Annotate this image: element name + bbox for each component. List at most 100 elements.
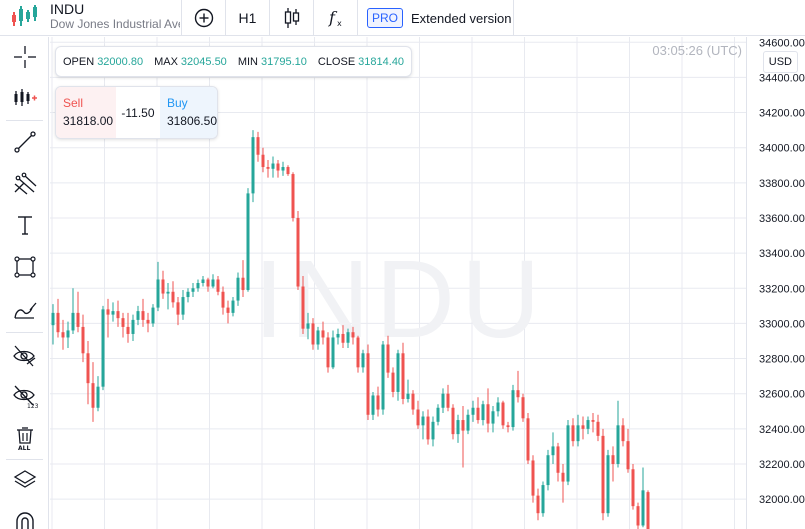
y-tick-label: 32000.00 <box>759 494 805 506</box>
layers-button[interactable] <box>0 463 49 497</box>
candle-body <box>56 312 60 333</box>
buy-button[interactable]: Buy 31806.50 <box>159 87 217 138</box>
candle-body <box>316 330 320 345</box>
open-value: 32000.80 <box>97 55 144 68</box>
candle-body <box>221 291 225 308</box>
candle-body <box>396 353 400 392</box>
svg-text:ALL: ALL <box>18 445 30 451</box>
candle-body <box>591 420 595 422</box>
candle-body <box>506 425 510 428</box>
candle-body <box>121 318 125 327</box>
candle-body <box>166 291 170 294</box>
rectangle-tool-button[interactable] <box>0 250 49 284</box>
chart-type-button[interactable] <box>270 0 313 36</box>
candle-body <box>71 312 75 331</box>
hide-indicators-icon: 123 <box>12 385 38 409</box>
candle-body <box>626 441 630 470</box>
currency-badge[interactable]: USD <box>762 51 798 73</box>
trend-line-icon <box>13 131 36 153</box>
candle-body <box>531 460 535 496</box>
pitchfork-icon <box>14 172 36 195</box>
candle-body <box>51 312 55 326</box>
candle-body <box>471 407 475 415</box>
magnet-button[interactable] <box>0 504 49 529</box>
sell-label: Sell <box>63 96 84 110</box>
candle-body <box>211 279 215 287</box>
indicators-tool-button[interactable] <box>0 81 49 115</box>
candle-body <box>256 137 260 155</box>
max-value: 32045.50 <box>180 55 227 68</box>
candle-body <box>441 393 445 408</box>
candle-body <box>421 416 425 426</box>
candle-body <box>261 154 265 168</box>
app-logo-icon <box>11 4 39 28</box>
crosshair-icon <box>13 46 36 68</box>
pitchfork-tool-button[interactable] <box>0 166 49 200</box>
compare-symbol-button[interactable] <box>182 0 225 36</box>
brush-tool-button[interactable] <box>0 292 49 326</box>
candle-body <box>236 277 240 301</box>
svg-text:f: f <box>328 8 338 27</box>
crosshair-tool-button[interactable] <box>0 40 49 74</box>
chart-canvas[interactable]: 34600.00 34400.00 34200.00 34000.00 33800.00… <box>50 37 805 529</box>
candle-body <box>621 425 625 442</box>
interval-button[interactable]: H1 <box>226 0 269 36</box>
text-tool-icon <box>17 216 32 235</box>
candle-body <box>146 319 150 324</box>
candle-body <box>436 407 440 422</box>
y-tick-label: 32200.00 <box>759 459 805 471</box>
price-chart[interactable]: 34600.00 34400.00 34200.00 34000.00 33800.00… <box>50 37 805 529</box>
candle-body <box>196 283 200 289</box>
indicators-button[interactable]: f x <box>314 0 357 36</box>
pro-badge: PRO <box>367 8 404 28</box>
toolbar-divider <box>6 332 43 333</box>
layers-icon <box>13 470 36 488</box>
candle-body <box>526 418 530 461</box>
candle-body <box>646 492 650 529</box>
candle-body <box>191 288 195 292</box>
trend-line-tool-button[interactable] <box>0 125 49 159</box>
candle-body <box>156 279 160 308</box>
candle-body <box>291 174 295 218</box>
candle-body <box>511 390 515 428</box>
extended-version-button[interactable]: PRO Extended version <box>358 0 513 36</box>
sell-button[interactable]: Sell 31818.00 <box>56 87 116 138</box>
candle-body <box>521 397 525 419</box>
candle-body <box>376 395 380 410</box>
spread-value: -11.50 <box>121 105 155 120</box>
candle-body <box>566 425 570 482</box>
symbol-selector[interactable]: INDU Dow Jones Industrial Average <box>50 1 180 35</box>
candle-body <box>636 506 640 526</box>
candle-body <box>101 309 105 387</box>
min-label: MIN <box>237 55 258 68</box>
candle-body <box>431 421 435 440</box>
watermark-text: INDU <box>254 238 547 361</box>
candle-body <box>301 286 305 329</box>
candle-body <box>86 353 90 384</box>
candle-body <box>66 330 70 338</box>
candle-body <box>426 416 430 440</box>
hide-drawings-button[interactable] <box>0 338 49 372</box>
candle-body <box>536 495 540 514</box>
remove-all-button[interactable]: ALL <box>0 421 49 455</box>
candle-body <box>171 291 175 303</box>
candle-body <box>411 393 415 410</box>
candle-body <box>111 311 115 315</box>
text-tool-button[interactable] <box>0 208 49 242</box>
candle-body <box>336 333 340 338</box>
candle-body <box>491 411 495 424</box>
candle-body <box>571 425 575 442</box>
candle-body <box>616 425 620 464</box>
candle-body <box>231 300 235 313</box>
hide-indicators-button[interactable]: 123 <box>0 379 49 413</box>
candle-body <box>481 404 485 421</box>
ohlc-legend: OPEN 32000.80 MAX 32045.50 MIN 31795.10 … <box>55 46 413 77</box>
candle-body <box>181 297 185 315</box>
svg-text:123: 123 <box>27 403 38 409</box>
candle-body <box>131 319 135 334</box>
candle-body <box>611 455 615 464</box>
toolbar-divider <box>6 459 43 460</box>
toolbar-divider <box>313 0 314 36</box>
candle-body <box>306 323 310 329</box>
candle-body <box>446 393 450 408</box>
